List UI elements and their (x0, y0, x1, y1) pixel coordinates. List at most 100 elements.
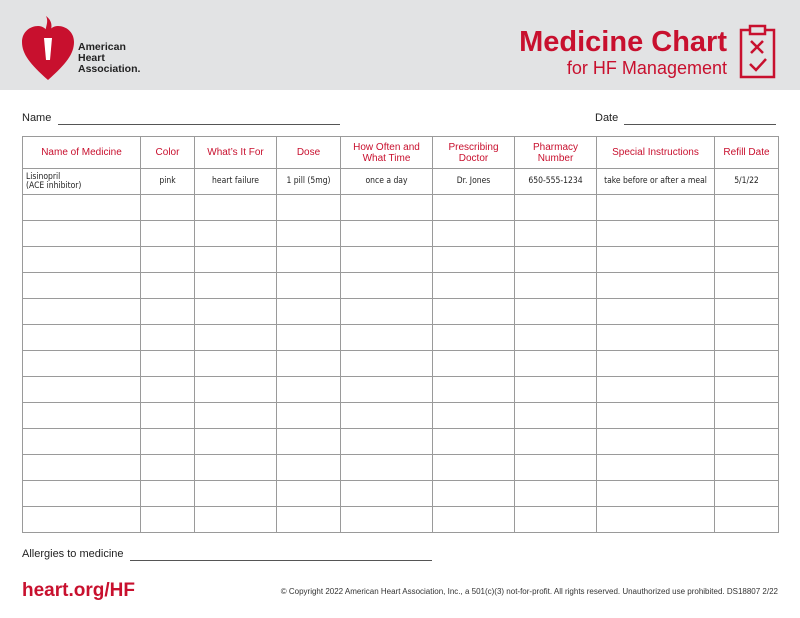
column-header: What’s It For (194, 136, 277, 169)
empty-cell (194, 428, 277, 455)
empty-cell (140, 480, 195, 507)
empty-cell (432, 506, 515, 533)
empty-cell (514, 350, 597, 377)
empty-cell (596, 402, 715, 429)
empty-cell (714, 428, 779, 455)
clipboard-icon (739, 24, 776, 79)
empty-row (22, 194, 779, 221)
empty-cell (22, 454, 141, 481)
empty-cell (22, 298, 141, 325)
column-header: Name of Medicine (22, 136, 141, 169)
empty-cell (514, 428, 597, 455)
empty-cell (340, 350, 433, 377)
empty-cell (22, 376, 141, 403)
empty-cell (432, 220, 515, 247)
empty-cell (432, 350, 515, 377)
empty-cell (432, 324, 515, 351)
empty-cell (276, 194, 341, 221)
column-header: Pharmacy Number (514, 136, 597, 169)
empty-cell (714, 402, 779, 429)
logo-text: Heart (78, 52, 105, 64)
empty-cell (714, 220, 779, 247)
empty-cell (140, 376, 195, 403)
table-cell: pink (140, 168, 195, 195)
empty-cell (22, 194, 141, 221)
header-band (0, 0, 800, 90)
empty-cell (276, 402, 341, 429)
empty-cell (514, 402, 597, 429)
empty-cell (194, 194, 277, 221)
table-cell: 1 pill (5mg) (276, 168, 341, 195)
empty-cell (194, 246, 277, 273)
empty-cell (22, 246, 141, 273)
column-header: Refill Date (714, 136, 779, 169)
empty-row (22, 402, 779, 429)
empty-cell (714, 454, 779, 481)
empty-cell (194, 402, 277, 429)
empty-cell (714, 506, 779, 533)
empty-cell (340, 402, 433, 429)
table-cell: take before or after a meal (596, 168, 715, 195)
empty-cell (22, 220, 141, 247)
empty-row (22, 298, 779, 325)
empty-row (22, 376, 779, 403)
empty-row (22, 220, 779, 247)
empty-cell (276, 480, 341, 507)
empty-cell (340, 220, 433, 247)
empty-cell (140, 402, 195, 429)
empty-cell (432, 246, 515, 273)
empty-cell (140, 428, 195, 455)
empty-cell (714, 350, 779, 377)
empty-cell (596, 350, 715, 377)
empty-row (22, 246, 779, 273)
empty-cell (276, 298, 341, 325)
empty-cell (194, 298, 277, 325)
column-header: Color (140, 136, 195, 169)
empty-cell (596, 246, 715, 273)
empty-cell (432, 454, 515, 481)
empty-cell (276, 272, 341, 299)
empty-cell (22, 272, 141, 299)
empty-cell (432, 428, 515, 455)
empty-cell (514, 480, 597, 507)
table-cell: Dr. Jones (432, 168, 515, 195)
table-cell: Lisinopril (ACE inhibitor) (22, 168, 141, 195)
logo-icon (22, 16, 74, 80)
table-cell: once a day (340, 168, 433, 195)
empty-cell (276, 454, 341, 481)
empty-cell (22, 428, 141, 455)
empty-cell (22, 506, 141, 533)
empty-cell (596, 454, 715, 481)
empty-cell (714, 480, 779, 507)
empty-cell (514, 298, 597, 325)
empty-cell (276, 246, 341, 273)
empty-cell (714, 246, 779, 273)
empty-cell (596, 376, 715, 403)
empty-cell (140, 272, 195, 299)
name-label: Name (22, 112, 52, 124)
empty-cell (194, 480, 277, 507)
empty-cell (194, 454, 277, 481)
table-cell: 5/1/22 (714, 168, 779, 195)
empty-cell (194, 376, 277, 403)
empty-row (22, 480, 779, 507)
empty-cell (596, 506, 715, 533)
empty-cell (276, 506, 341, 533)
empty-cell (514, 194, 597, 221)
table-row: Lisinopril (ACE inhibitor) pink heart fail… (22, 168, 779, 195)
column-header: Prescribing Doctor (432, 136, 515, 169)
name-line (58, 124, 340, 125)
header-row: Name of Medicine Color What’s It For Dose Ho… (22, 136, 779, 169)
date-line (624, 124, 776, 125)
empty-cell (140, 246, 195, 273)
empty-cell (596, 324, 715, 351)
empty-row (22, 324, 779, 351)
empty-cell (514, 272, 597, 299)
empty-cell (340, 428, 433, 455)
empty-cell (194, 350, 277, 377)
empty-cell (714, 376, 779, 403)
empty-cell (432, 298, 515, 325)
empty-cell (432, 402, 515, 429)
empty-cell (276, 428, 341, 455)
